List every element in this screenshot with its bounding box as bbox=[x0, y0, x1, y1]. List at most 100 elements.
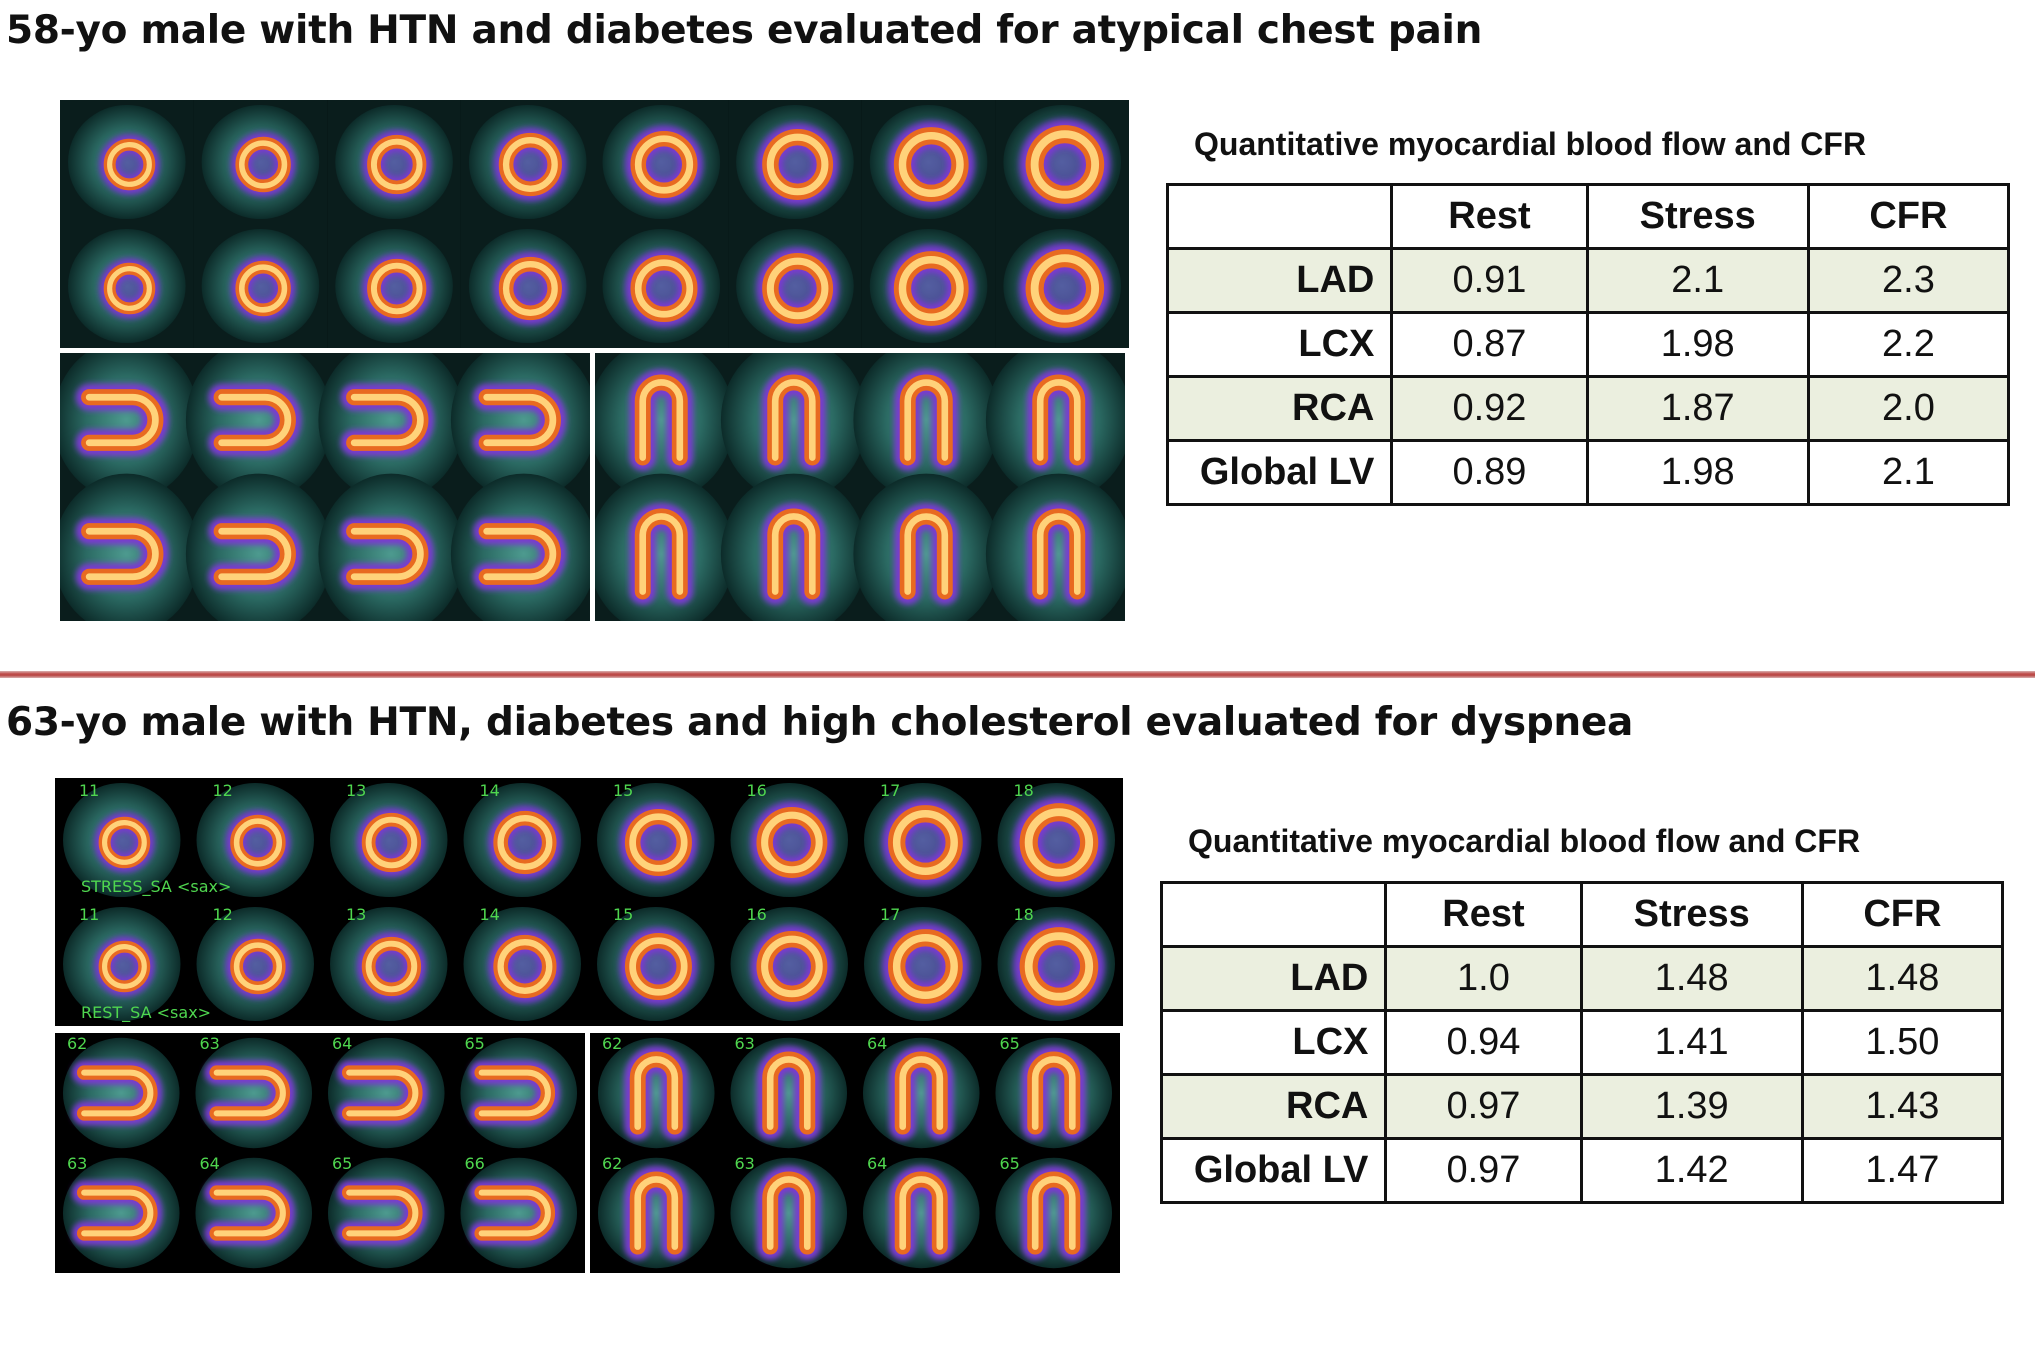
slice-number: 62 bbox=[67, 1034, 87, 1053]
myocardium-ring bbox=[487, 804, 563, 881]
col-header-cfr: CFR bbox=[1806, 183, 2011, 250]
slice-number: 62 bbox=[602, 1034, 622, 1053]
myocardium-horseshoe bbox=[469, 1060, 560, 1126]
header-blank-cell bbox=[1165, 183, 1394, 250]
myocardium-horseshoe bbox=[72, 1060, 163, 1126]
myocardium-arch bbox=[1021, 1046, 1086, 1140]
rest-value: 0.87 bbox=[1390, 311, 1589, 378]
cfr-value: 2.3 bbox=[1806, 247, 2011, 314]
myocardium-ring bbox=[230, 131, 297, 198]
table-header-row: Rest Stress CFR bbox=[1159, 881, 2005, 948]
slice-number: 13 bbox=[346, 781, 366, 800]
rest-sa-label: REST_SA <sax> bbox=[81, 1003, 211, 1023]
myocardium-ring bbox=[880, 797, 971, 888]
myocardium-ring bbox=[487, 928, 563, 1005]
case1-short-axis-images bbox=[60, 100, 1129, 348]
cfr-value: 1.43 bbox=[1800, 1073, 2005, 1140]
rest-value: 0.91 bbox=[1390, 247, 1589, 314]
cfr-value: 2.0 bbox=[1806, 375, 2011, 442]
table-row: Global LV 0.89 1.98 2.1 bbox=[1165, 439, 2011, 506]
slice-number: 11 bbox=[79, 781, 99, 800]
table-row: LAD 0.91 2.1 2.3 bbox=[1165, 247, 2011, 314]
slice-number: 66 bbox=[465, 1154, 485, 1173]
slice-number: 17 bbox=[880, 781, 900, 800]
stress-value: 1.42 bbox=[1579, 1137, 1804, 1204]
myocardium-arch bbox=[624, 1166, 689, 1260]
myocardium-arch bbox=[894, 369, 959, 471]
myocardium-ring bbox=[492, 126, 569, 203]
slice-number: 16 bbox=[747, 905, 767, 924]
myocardium-arch bbox=[1026, 369, 1091, 471]
stress-sa-label: STRESS_SA <sax> bbox=[81, 877, 231, 897]
slice-number: 18 bbox=[1014, 781, 1034, 800]
myocardium-ring bbox=[755, 246, 840, 331]
myocardium-arch bbox=[1026, 503, 1091, 605]
myocardium-ring bbox=[224, 933, 291, 1000]
myocardium-horseshoe bbox=[337, 1180, 428, 1246]
myocardium-horseshoe bbox=[204, 1060, 295, 1126]
myocardium-horseshoe bbox=[337, 1060, 428, 1126]
slice-number: 63 bbox=[200, 1034, 220, 1053]
myocardium-arch bbox=[756, 1046, 821, 1140]
row-label: RCA bbox=[1159, 1073, 1388, 1140]
myocardium-horseshoe bbox=[340, 383, 434, 457]
stress-value: 2.1 bbox=[1585, 247, 1810, 314]
tissue-background bbox=[985, 353, 1125, 501]
myocardium-horseshoe bbox=[469, 1180, 560, 1246]
myocardium-ring bbox=[618, 926, 699, 1007]
myocardium-arch bbox=[761, 369, 826, 471]
myocardium-ring bbox=[886, 119, 976, 210]
myocardium-ring bbox=[98, 133, 161, 196]
slice-number: 64 bbox=[200, 1154, 220, 1173]
case2-short-axis-panel: 11 11 12 12 13 13 14 14 15 15 16 16 17 17 18 18 STRESS_S… bbox=[55, 778, 1123, 1026]
stress-value: 1.98 bbox=[1585, 311, 1810, 378]
cfr-value: 1.47 bbox=[1800, 1137, 2005, 1204]
myocardium-ring bbox=[880, 921, 971, 1012]
case2-mbf-table: Rest Stress CFR LAD 1.0 1.48 1.48 LCX 0.… bbox=[1159, 881, 2005, 1204]
myocardium-horseshoe bbox=[204, 1180, 295, 1246]
case2-short-axis-images: 11 11 12 12 13 13 14 14 15 15 16 16 17 17 18 18 STRESS_S… bbox=[55, 778, 1123, 1026]
slice-number: 12 bbox=[213, 905, 233, 924]
case1-mbf-table: Rest Stress CFR LAD 0.91 2.1 2.3 LCX 0.8… bbox=[1165, 183, 2011, 506]
myocardium-ring bbox=[356, 807, 427, 878]
myocardium-ring bbox=[1017, 241, 1112, 336]
case1-title: 58-yo male with HTN and diabetes evaluat… bbox=[6, 8, 1483, 53]
stress-value: 1.98 bbox=[1585, 439, 1810, 506]
case2-vertical-long-axis-panel: 62 62 63 63 64 64 65 65 bbox=[590, 1033, 1120, 1273]
myocardium-ring bbox=[224, 809, 291, 876]
myocardium-ring bbox=[1017, 117, 1112, 212]
row-label: LCX bbox=[1159, 1009, 1388, 1076]
case2-horizontal-long-axis-panel: 62 63 63 64 64 65 65 66 bbox=[55, 1033, 585, 1273]
tissue-background bbox=[595, 353, 735, 501]
rest-value: 0.92 bbox=[1390, 375, 1589, 442]
rest-value: 0.94 bbox=[1384, 1009, 1583, 1076]
table-row: LAD 1.0 1.48 1.48 bbox=[1159, 945, 2005, 1012]
myocardium-arch bbox=[889, 1166, 954, 1260]
myocardium-horseshoe bbox=[473, 517, 567, 591]
myocardium-ring bbox=[755, 122, 840, 207]
myocardium-arch bbox=[624, 1046, 689, 1140]
row-label: LCX bbox=[1165, 311, 1394, 378]
slice-number: 63 bbox=[67, 1154, 87, 1173]
myocardium-ring bbox=[749, 924, 835, 1009]
myocardium-ring bbox=[1012, 919, 1106, 1014]
myocardium-ring bbox=[356, 931, 427, 1002]
myocardium-horseshoe bbox=[75, 383, 169, 457]
myocardium-ring bbox=[230, 255, 297, 322]
stress-value: 1.41 bbox=[1579, 1009, 1804, 1076]
myocardium-horseshoe bbox=[72, 1180, 163, 1246]
case2-title: 63-yo male with HTN, diabetes and high c… bbox=[6, 700, 1634, 745]
case1-table-title: Quantitative myocardial blood flow and C… bbox=[1194, 126, 1867, 162]
myocardium-arch bbox=[629, 369, 694, 471]
section-divider bbox=[0, 671, 2035, 678]
table-header-row: Rest Stress CFR bbox=[1165, 183, 2011, 250]
slice-number: 63 bbox=[735, 1034, 755, 1053]
myocardium-ring bbox=[361, 253, 433, 324]
slice-number: 15 bbox=[613, 905, 633, 924]
row-label: LAD bbox=[1165, 247, 1394, 314]
rest-value: 0.97 bbox=[1384, 1137, 1583, 1204]
slice-number: 11 bbox=[79, 905, 99, 924]
row-label: RCA bbox=[1165, 375, 1394, 442]
slice-number: 13 bbox=[346, 905, 366, 924]
myocardium-ring bbox=[886, 243, 976, 334]
